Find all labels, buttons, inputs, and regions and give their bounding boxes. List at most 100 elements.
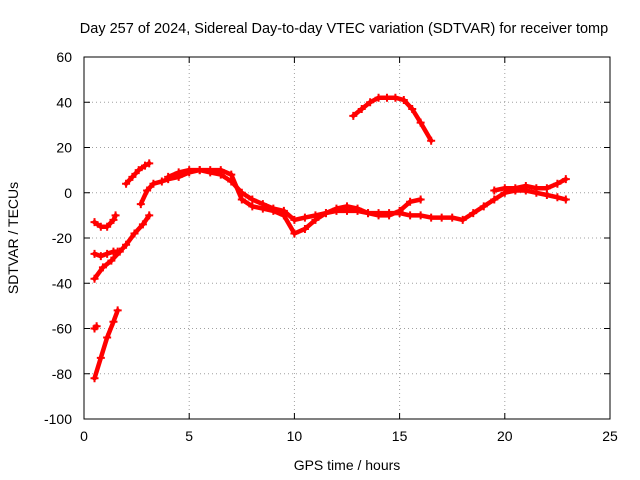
data-point — [248, 195, 257, 204]
series-arc-d — [90, 247, 122, 261]
data-point — [103, 333, 112, 342]
series-arc-f — [122, 159, 154, 188]
data-point — [103, 249, 112, 258]
data-point — [122, 179, 131, 188]
data-point — [141, 161, 150, 170]
y-tick-label: -60 — [52, 321, 72, 337]
data-point — [136, 200, 145, 209]
data-point — [391, 93, 400, 102]
series-arc-j — [349, 93, 436, 145]
data-point — [290, 215, 299, 224]
y-tick-label: 0 — [64, 185, 72, 201]
data-point — [107, 256, 116, 265]
y-tick-label: -20 — [52, 230, 72, 246]
data-point — [374, 211, 383, 220]
data-point — [406, 197, 415, 206]
series-line — [92, 213, 152, 281]
x-tick-label: 20 — [497, 428, 513, 444]
data-point — [109, 317, 118, 326]
series-line — [138, 167, 569, 223]
data-point — [128, 172, 137, 181]
data-point — [216, 166, 225, 175]
data-point — [349, 111, 358, 120]
data-point — [366, 98, 375, 107]
data-point — [145, 159, 154, 168]
data-point — [143, 186, 152, 195]
data-point — [500, 184, 509, 193]
x-axis-label: GPS time / hours — [294, 457, 401, 473]
y-axis-label: SDTVAR / TECUs — [5, 182, 21, 294]
data-point — [174, 168, 183, 177]
series-line — [351, 95, 434, 143]
data-point — [553, 193, 562, 202]
data-point — [542, 184, 551, 193]
data-point — [98, 263, 107, 272]
chart-title: Day 257 of 2024, Sidereal Day-to-day VTE… — [80, 21, 608, 37]
data-point — [138, 220, 147, 229]
data-point — [111, 211, 120, 220]
data-point — [332, 204, 341, 213]
data-point — [90, 218, 99, 227]
data-point — [561, 195, 570, 204]
data-point — [122, 240, 131, 249]
series-arc-h — [164, 166, 425, 238]
data-point — [406, 211, 415, 220]
y-tick-label: 40 — [56, 94, 72, 110]
data-point — [416, 118, 425, 127]
data-point — [103, 222, 112, 231]
data-point — [90, 374, 99, 383]
data-point — [364, 209, 373, 218]
data-point — [553, 179, 562, 188]
data-point — [149, 179, 158, 188]
data-point — [311, 215, 320, 224]
data-point — [185, 166, 194, 175]
data-point — [321, 209, 330, 218]
series-line — [92, 213, 118, 229]
data-point — [532, 184, 541, 193]
series-arc-c — [90, 211, 154, 283]
data-point — [353, 204, 362, 213]
data-point — [248, 202, 257, 211]
data-point — [96, 353, 105, 362]
data-point — [164, 172, 173, 181]
data-point — [113, 306, 122, 315]
y-tick-label: 60 — [56, 49, 72, 65]
data-point — [561, 175, 570, 184]
data-point — [206, 166, 215, 175]
y-tick-label: 20 — [56, 140, 72, 156]
grid-lines — [84, 57, 610, 419]
data-point — [416, 195, 425, 204]
data-point — [490, 186, 499, 195]
data-point — [416, 211, 425, 220]
data-point — [195, 166, 204, 175]
y-tick-label: -40 — [52, 275, 72, 291]
data-point — [109, 215, 118, 224]
data-point — [92, 322, 101, 331]
data-point — [408, 105, 417, 114]
plot-frame — [83, 56, 611, 420]
x-tick-label: 10 — [287, 428, 303, 444]
axis-ticks: 0 5 10 15 20 25 -100 -80 -60 -40 -20 0 20 40 60 — [44, 49, 618, 444]
data-point — [427, 136, 436, 145]
data-point — [448, 213, 457, 222]
data-point — [521, 181, 530, 190]
data-point — [279, 211, 288, 220]
series-arc-e — [90, 211, 120, 231]
data-point — [130, 229, 139, 238]
data-point — [227, 170, 236, 179]
data-point — [382, 93, 391, 102]
data-point — [511, 184, 520, 193]
data-point — [157, 177, 166, 186]
series-arc-i — [490, 175, 570, 195]
series-arc-a — [90, 306, 122, 383]
data-point — [258, 204, 267, 213]
data-point — [113, 247, 122, 256]
data-point — [300, 224, 309, 233]
data-point — [237, 195, 246, 204]
data-point — [490, 195, 499, 204]
y-tick-label: -80 — [52, 366, 72, 382]
data-point — [458, 215, 467, 224]
data-point — [374, 93, 383, 102]
data-point — [357, 105, 366, 114]
